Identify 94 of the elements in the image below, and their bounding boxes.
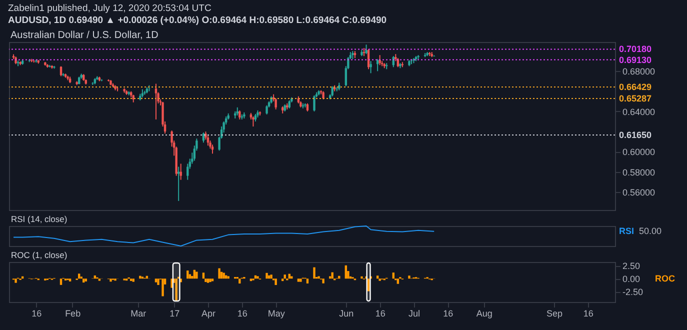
bar [110, 278, 112, 282]
bar [204, 278, 207, 282]
ref-line-label: 0.66429 [619, 82, 652, 92]
bar [154, 278, 158, 282]
bar [170, 278, 173, 288]
bar [227, 276, 230, 279]
chart-title: ROC (1, close) [11, 250, 68, 260]
text: Zabelin1 published, July 12, 2020 20:53:04 UTC [8, 3, 212, 15]
x-tick-label: Apr [201, 308, 216, 318]
ref-line-label: 0.69130 [619, 54, 652, 65]
candlestick [378, 54, 381, 66]
y-tick-label: 0.00 [622, 274, 640, 284]
x-tick-label: 17 [170, 308, 180, 318]
chart-title: Australian Dollar / U.S. Dollar, 1D [10, 30, 158, 41]
bar [14, 278, 17, 283]
candlestick [252, 116, 254, 128]
bar [396, 278, 400, 284]
bar [206, 278, 210, 283]
x-tick-label: Aug [476, 308, 492, 318]
x-tick-label: 16 [32, 308, 42, 318]
bar [222, 272, 225, 279]
bar [370, 276, 372, 279]
bar [130, 278, 132, 282]
candlestick [92, 82, 94, 86]
bar [318, 276, 320, 279]
chart-subtitle: AUDUSD, 1D 0.69490 ▲ +0.00026 (+0.04%) O:0.69464 H:0.69580 L:0.69464 C:0.69490 [8, 15, 388, 27]
y-tick-label: 2.50 [622, 261, 640, 272]
bar [238, 278, 241, 284]
bar [365, 276, 368, 279]
candlestick [266, 104, 268, 115]
chart-title: RSI (14, close) [11, 214, 68, 224]
bar [306, 278, 309, 284]
bar [188, 274, 191, 279]
x-tick-label: Mar [130, 308, 146, 318]
bar [300, 278, 302, 282]
ref-line-label: 0.65287 [619, 93, 652, 104]
text: ROC [655, 274, 676, 284]
y-tick-label: 0.56000 [622, 187, 656, 198]
bar [175, 278, 178, 301]
candlestick [180, 163, 182, 180]
candlestick [206, 135, 210, 146]
bar [408, 276, 410, 279]
bar [78, 274, 80, 279]
bar [282, 278, 284, 282]
candlestick [274, 98, 277, 110]
y-tick-label: 0.64000 [622, 106, 656, 117]
bar [218, 268, 220, 279]
x-tick-label: 16 [237, 308, 248, 318]
x-tick-label: 16 [583, 308, 594, 318]
bar [250, 278, 252, 282]
bar [157, 278, 160, 285]
x-tick-label: 16 [375, 308, 386, 318]
bar [84, 278, 87, 282]
candlestick [331, 86, 334, 97]
bar [322, 278, 324, 284]
x-tick-label: Feb [65, 308, 81, 318]
x-tick-label: 16 [443, 308, 454, 318]
x-tick-label: Jul [408, 308, 420, 318]
bar [274, 278, 277, 286]
y-tick-label: 0.58000 [622, 167, 656, 178]
candlestick [154, 83, 158, 120]
bar [196, 272, 198, 279]
bar [290, 276, 293, 279]
bar [162, 278, 164, 296]
candlestick [365, 44, 368, 55]
bar [186, 270, 189, 279]
bar [266, 272, 268, 279]
bar [209, 278, 212, 282]
x-tick-label: Sep [546, 308, 562, 318]
y-tick-label: 0.60000 [622, 147, 656, 158]
bar [392, 272, 395, 279]
candlestick [313, 94, 316, 112]
ref-line-label: 0.61650 [619, 130, 652, 140]
bar [270, 274, 272, 279]
bar [367, 278, 370, 292]
bar [202, 272, 205, 279]
bar [297, 278, 300, 282]
y-tick-label: 0.68000 [622, 66, 656, 77]
bar [360, 276, 363, 279]
x-tick-label: May [268, 308, 286, 318]
candlestick [370, 60, 372, 74]
text: 50.00 [639, 226, 662, 236]
bar [82, 278, 85, 283]
x-tick-label: Jun [339, 308, 354, 318]
y-tick-label: -2.50 [622, 287, 644, 298]
bar [313, 267, 316, 279]
bar [68, 278, 72, 282]
ref-line-label: 0.70180 [619, 44, 652, 54]
candlestick [238, 110, 241, 120]
bar [256, 276, 259, 279]
text: RSI [619, 226, 634, 236]
bar [132, 278, 134, 282]
bar [60, 278, 62, 285]
bar [328, 276, 332, 279]
